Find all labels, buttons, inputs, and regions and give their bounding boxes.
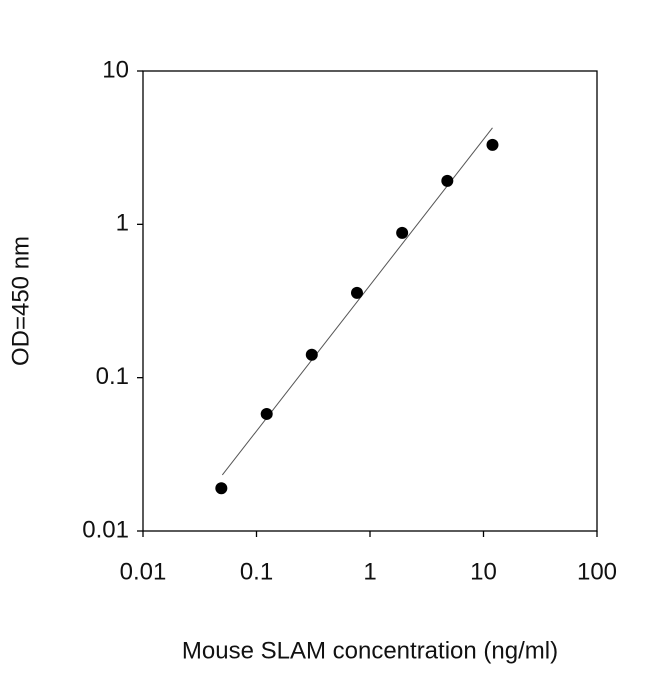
x-tick-label: 100 [577, 558, 617, 585]
x-axis-label: Mouse SLAM concentration (ng/ml) [182, 637, 558, 664]
data-point [305, 348, 318, 361]
data-point [350, 286, 363, 299]
y-axis-label: OD=450 nm [7, 236, 34, 366]
y-tick-label: 1 [116, 210, 129, 237]
x-tick-label: 10 [470, 558, 497, 585]
x-tick-label: 0.1 [240, 558, 273, 585]
x-tick-label: 0.01 [120, 558, 167, 585]
data-point [215, 482, 228, 495]
y-tick-label: 0.01 [82, 516, 129, 543]
y-tick-label: 0.1 [96, 363, 129, 390]
y-tick-label: 10 [102, 56, 129, 83]
data-point [260, 407, 273, 420]
x-tick-label: 1 [363, 558, 376, 585]
plot-frame [142, 70, 598, 532]
data-point [486, 138, 499, 151]
data-point [441, 174, 454, 187]
data-point [396, 226, 409, 239]
